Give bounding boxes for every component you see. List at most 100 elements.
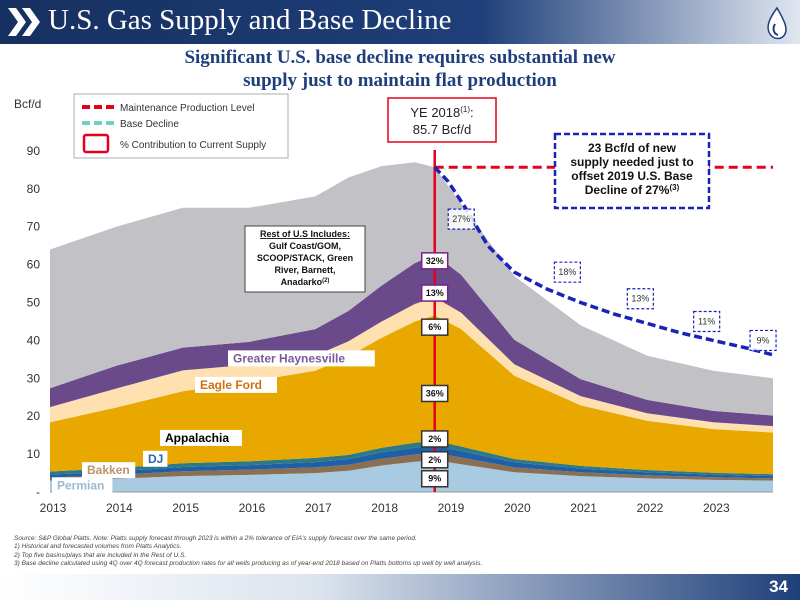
yearly-contribution-label: 9% — [757, 335, 770, 345]
footer-bar: 34 — [0, 574, 800, 600]
current-contribution-label: 9% — [428, 474, 441, 484]
current-contribution-box — [420, 318, 449, 336]
legend-swatch-contribution — [82, 133, 110, 154]
current-contribution-box — [420, 284, 449, 302]
x-tick-label: 2022 — [637, 501, 664, 515]
area-series-7 — [50, 162, 773, 416]
series-label: Permian — [57, 478, 104, 492]
current-contribution-box — [420, 430, 449, 448]
series-label-bg — [195, 376, 277, 393]
title-bar: U.S. Gas Supply and Base Decline — [0, 0, 800, 44]
x-tick-label: 2021 — [570, 501, 597, 515]
current-contribution-box — [420, 384, 449, 403]
ye-2018-box — [387, 97, 497, 143]
series-label: Bakken — [87, 463, 130, 477]
current-contribution-label: 13% — [426, 288, 444, 298]
y-tick-label: 30 — [27, 371, 41, 385]
x-tick-label: 2015 — [172, 501, 199, 515]
rest-of-us-line: River, Barnett, — [274, 265, 335, 275]
yearly-contribution-box — [749, 329, 777, 352]
series-label-bg — [52, 477, 113, 494]
yearly-contribution-box — [626, 288, 654, 310]
y-tick-label: 60 — [27, 258, 41, 272]
page-number: 34 — [769, 577, 788, 596]
callout-line: offset 2019 U.S. Base — [571, 169, 693, 183]
current-contribution-box — [420, 451, 449, 469]
series-label: Greater Haynesville — [233, 351, 345, 365]
rest-of-us-box — [244, 225, 366, 293]
callout-text: Decline of 27% — [585, 183, 670, 197]
yearly-contribution-label: 13% — [631, 294, 649, 304]
y-tick-label: 50 — [27, 296, 41, 310]
subtitle-line: supply just to maintain flat production — [243, 70, 557, 91]
legend-label: Maintenance Production Level — [120, 103, 255, 114]
supply-area-chart: Bcf/d - 10 20 30 40 50 60 70 80 90 2013 2014 2015 20… — [14, 93, 777, 515]
rest-of-us-callout: Rest of U.S Includes: Gulf Coast/GOM, SC… — [244, 225, 366, 293]
series-label-bg — [143, 450, 168, 467]
rest-of-us-line: Anadarko(2) — [281, 277, 330, 287]
area-series-1 — [50, 452, 773, 481]
yearly-contribution-label: 18% — [558, 267, 576, 277]
y-tick-label: 20 — [27, 409, 41, 423]
area-series-2 — [50, 445, 773, 479]
legend: Maintenance Production Level Base Declin… — [73, 93, 289, 159]
footnote: 1) Historical and forecasted volumes fro… — [14, 543, 182, 551]
legend-label: Base Decline — [120, 119, 179, 130]
y-tick-label: 90 — [27, 144, 41, 158]
slide-subtitle: Significant U.S. base decline requires s… — [0, 46, 800, 92]
new-supply-box — [553, 132, 711, 210]
ye-2018-line1: YE 2018(1): — [410, 105, 473, 120]
ye-2018-value: 85.7 Bcf/d — [413, 122, 472, 137]
callout-sup: (3) — [669, 183, 679, 192]
current-contribution-label: 36% — [426, 388, 444, 398]
y-tick-label: 40 — [27, 333, 41, 347]
x-tick-label: 2013 — [40, 501, 67, 515]
y-tick-label: 10 — [27, 447, 41, 461]
area-series-3 — [50, 440, 773, 477]
callout-line: 23 Bcf/d of new — [588, 141, 677, 155]
rest-of-us-line: SCOOP/STACK, Green — [257, 253, 353, 263]
footnote: 2) Top five basins/plays that are includ… — [14, 551, 187, 559]
series-label: Eagle Ford — [200, 378, 262, 392]
rest-of-us-title: Rest of U.S Includes: — [260, 229, 350, 239]
series-label-bg — [82, 462, 136, 479]
x-tick-label: 2019 — [438, 501, 465, 515]
ye-2018-sup: (1) — [460, 105, 470, 114]
y-tick-label: 80 — [27, 182, 41, 196]
subtitle-line: Significant U.S. base decline requires s… — [184, 47, 616, 68]
x-tick-label: 2016 — [239, 501, 266, 515]
current-contribution-box — [420, 252, 449, 270]
y-tick-label: - — [36, 485, 40, 499]
yearly-contribution-box — [693, 310, 721, 333]
series-label: DJ — [148, 452, 163, 466]
percent-boxes: 32% 13% 6% 36% 2% 2% 9% 27% 18% 13% 11% 9% — [420, 208, 777, 488]
y-tick-label: 70 — [27, 220, 41, 234]
company-logo-icon — [767, 6, 787, 40]
series-label: Appalachia — [165, 431, 229, 445]
rest-of-us-sup: (2) — [322, 278, 329, 284]
yearly-contribution-box — [447, 208, 475, 230]
x-axis: 2013 2014 2015 2016 2017 2018 2019 2020 2021 2022… — [40, 491, 773, 515]
footnote: 3) Base decline calculated using 4Q over… — [14, 560, 483, 568]
rest-of-us-line: Gulf Coast/GOM, — [269, 241, 341, 251]
yearly-contribution-label: 11% — [698, 316, 715, 326]
legend-box — [73, 93, 289, 159]
chevron-icon — [8, 8, 40, 36]
current-contribution-label: 6% — [428, 322, 441, 332]
footnote: Source: S&P Global Platts. Note: Platts … — [14, 535, 417, 542]
x-tick-label: 2014 — [106, 501, 133, 515]
y-axis-title: Bcf/d — [14, 97, 41, 111]
yearly-contribution-box — [553, 261, 581, 283]
new-supply-callout: 23 Bcf/d of new supply needed just to of… — [553, 132, 711, 210]
callout-line: Decline of 27%(3) — [585, 183, 680, 197]
legend-label: % Contribution to Current Supply — [120, 140, 266, 151]
ye-2018-text: YE 2018 — [410, 105, 460, 120]
x-tick-label: 2023 — [703, 501, 730, 515]
x-tick-label: 2017 — [305, 501, 332, 515]
page-title: U.S. Gas Supply and Base Decline — [48, 4, 452, 36]
y-axis: - 10 20 30 40 50 60 70 80 90 — [27, 144, 41, 499]
series-label-bg — [160, 429, 242, 446]
callout-line: supply needed just to — [570, 155, 693, 169]
footnotes: Source: S&P Global Platts. Note: Platts … — [14, 535, 694, 569]
